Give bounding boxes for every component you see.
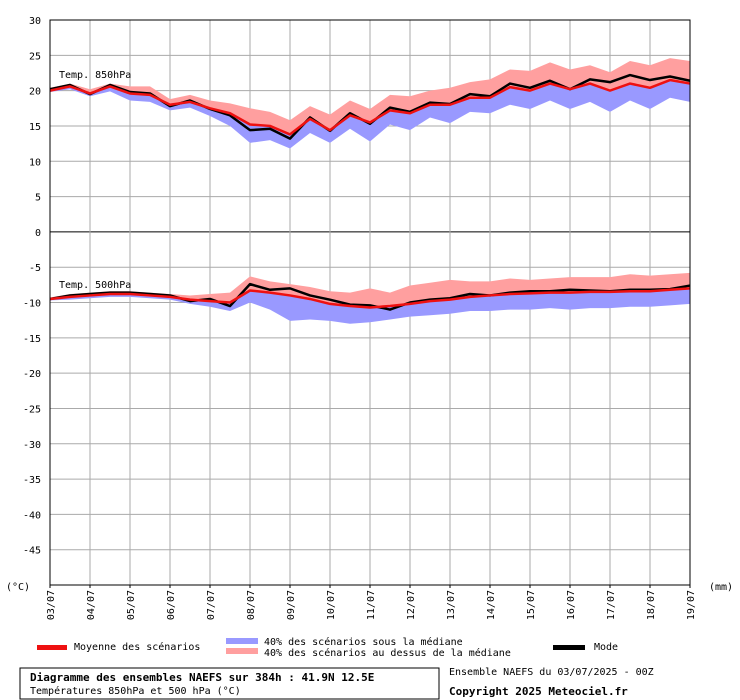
x-tick-label: 03/07 [46, 590, 57, 620]
title-box [19, 667, 440, 700]
series-label-850hpa: Temp. 850hPa [59, 70, 131, 81]
y-tick-label: -40 [23, 510, 41, 521]
y-tick-label: -5 [29, 263, 41, 274]
x-tick-label: 10/07 [326, 590, 337, 620]
series-lines [49, 73, 691, 311]
legend-swatch-below [226, 638, 258, 644]
mean-line-0 [49, 78, 691, 136]
y-tick-label: -30 [23, 440, 41, 451]
mode-line-1 [49, 282, 691, 311]
y-tick-label: 30 [29, 16, 41, 27]
mean-line-1 [49, 287, 691, 309]
chart-subtitle: Températures 850hPa et 500 hPa (°C) [30, 685, 241, 697]
y-axis-unit-left: (°C) [6, 582, 30, 593]
y-tick-label: 20 [29, 87, 41, 98]
legend: Moyenne des scénarios 40% des scénarios … [37, 636, 618, 659]
run-info: Ensemble NAEFS du 03/07/2025 - 00Z [449, 667, 654, 678]
x-tick-label: 15/07 [526, 590, 537, 620]
y-tick-label: -45 [23, 546, 41, 557]
x-tick-labels: 03/07 04/07 05/07 06/07 07/07 08/07 09/07 10/07… [46, 585, 697, 620]
y-tick-label: -20 [23, 369, 41, 380]
x-tick-label: 12/07 [406, 590, 417, 620]
y-tick-label: 10 [29, 157, 41, 168]
y-tick-label: -35 [23, 475, 41, 486]
legend-swatch-mean [37, 645, 67, 650]
x-tick-label: 09/07 [286, 590, 297, 620]
y-tick-label: -15 [23, 334, 41, 345]
band-below-median-1 [50, 288, 690, 324]
copyright: Copyright 2025 Meteociel.fr [449, 685, 628, 698]
series-label-500hpa: Temp. 500hPa [59, 280, 131, 291]
y-axis-unit-right: (mm) [709, 582, 733, 593]
x-tick-label: 19/07 [686, 590, 697, 620]
band-below-median-0 [50, 80, 690, 149]
legend-swatch-mode [553, 645, 585, 650]
x-tick-label: 18/07 [646, 590, 657, 620]
x-tick-label: 16/07 [566, 590, 577, 620]
x-tick-label: 17/07 [606, 590, 617, 620]
x-tick-label: 08/07 [246, 590, 257, 620]
x-tick-label: 11/07 [366, 590, 377, 620]
y-tick-label: 25 [29, 51, 41, 62]
x-tick-label: 06/07 [166, 590, 177, 620]
legend-mode-label: Mode [594, 642, 618, 653]
y-tick-label: 15 [29, 122, 41, 133]
y-tick-label: -10 [23, 299, 41, 310]
x-tick-label: 13/07 [446, 590, 457, 620]
chart-title: Diagramme des ensembles NAEFS sur 384h :… [30, 671, 374, 684]
y-tick-label: 5 [35, 193, 41, 204]
band-above-median-0 [50, 58, 690, 135]
y-tick-labels: 30 25 20 15 10 5 0 -5 -10 -15 -20 -25 -30 -35 -40 -45 [23, 16, 41, 557]
y-tick-label: -25 [23, 404, 41, 415]
x-tick-label: 07/07 [206, 590, 217, 620]
y-tick-label: 0 [35, 228, 41, 239]
legend-mean-label: Moyenne des scénarios [74, 641, 200, 653]
x-tick-label: 14/07 [486, 590, 497, 620]
x-tick-label: 04/07 [86, 590, 97, 620]
x-tick-label: 05/07 [126, 590, 137, 620]
legend-swatch-above [226, 648, 258, 654]
legend-above-label: 40% des scénarios au dessus de la médian… [264, 647, 511, 659]
legend-below-label: 40% des scénarios sous la médiane [264, 636, 463, 648]
